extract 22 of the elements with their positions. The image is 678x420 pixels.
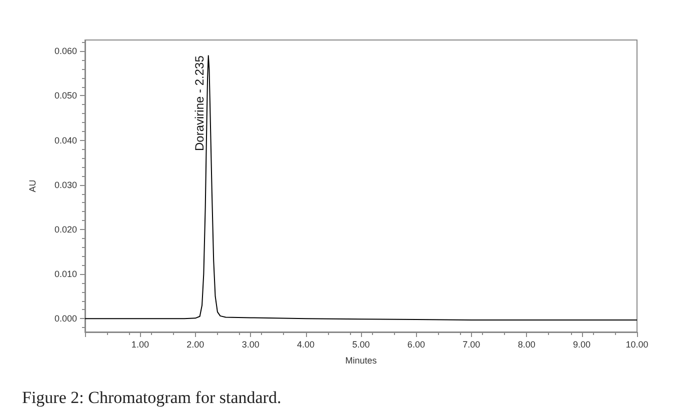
caption: Figure 2: Chromatogram for standard. (22, 388, 282, 408)
y-tick-label: 0.060 (54, 46, 77, 56)
x-tick-label: 7.00 (462, 340, 480, 350)
y-tick-label: 0.050 (54, 90, 77, 101)
y-axis-title: AU (28, 180, 38, 192)
x-tick-label: 1.00 (131, 340, 149, 350)
annotation: Doravirine - 2.235 (192, 55, 206, 151)
x-tick-label: 2.00 (186, 340, 204, 350)
y-tick-label: 0.010 (54, 269, 77, 280)
y-tick-label: 0.020 (54, 224, 77, 234)
y-tick-label: 0.040 (54, 135, 77, 146)
line-series (84, 55, 638, 320)
y-tick-label: 0.030 (54, 180, 77, 190)
x-axis-title: Minutes (345, 356, 378, 366)
x-tick-label: 3.00 (242, 340, 260, 350)
x-tick-label: 4.00 (297, 340, 315, 350)
x-tick-label: 9.00 (573, 340, 591, 350)
x-tick-label: 8.00 (518, 340, 536, 350)
x-tick-label: 10.00 (626, 340, 648, 350)
x-tick-label: 5.00 (352, 340, 370, 350)
x-tick-label: 6.00 (407, 340, 425, 350)
y-tick-label: 0.000 (54, 314, 77, 324)
